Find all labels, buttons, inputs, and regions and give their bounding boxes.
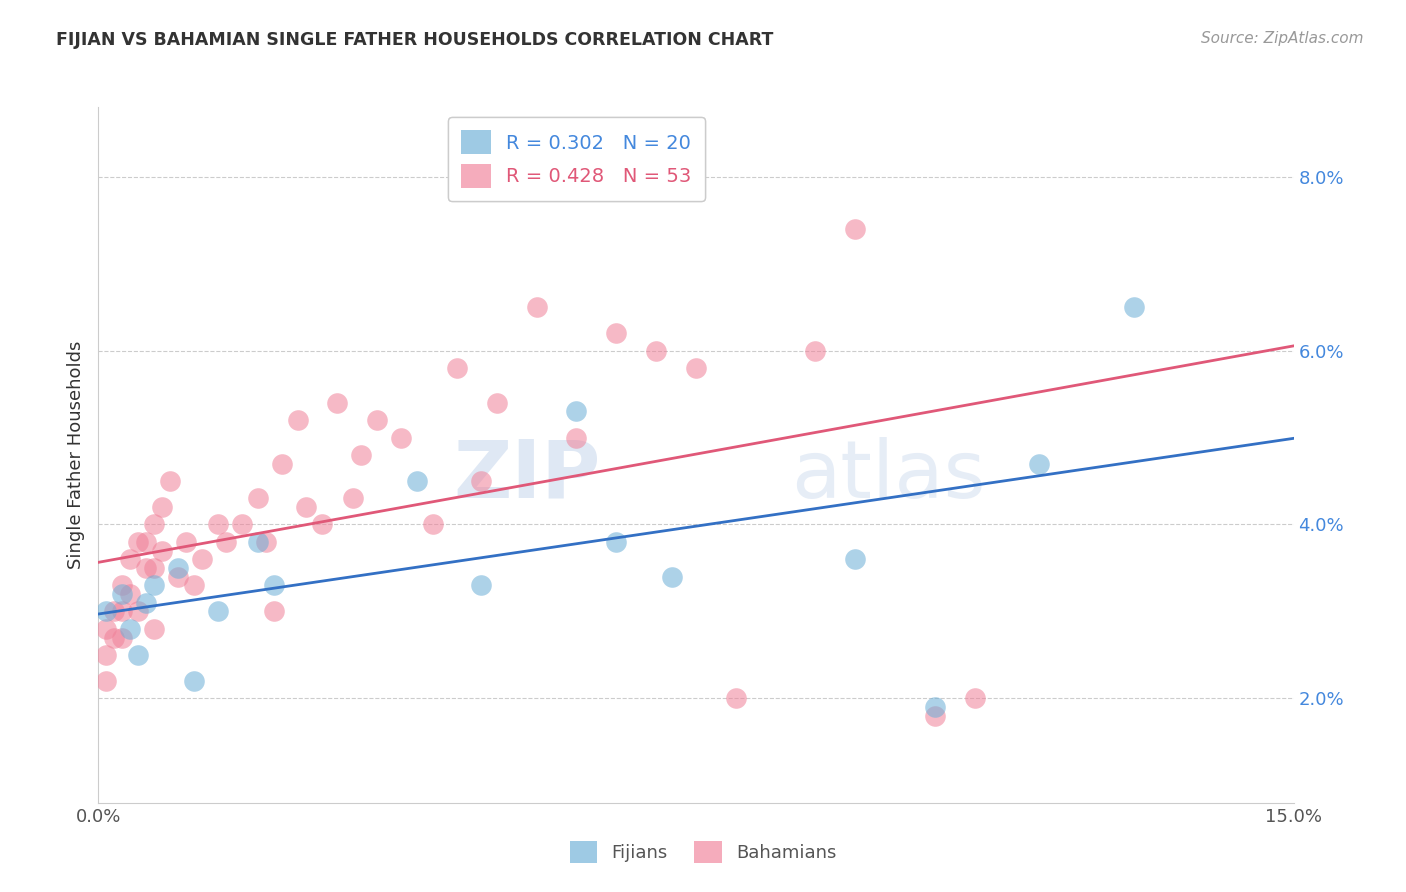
Point <box>1028 457 1050 471</box>
Point <box>167 561 190 575</box>
Text: FIJIAN VS BAHAMIAN SINGLE FATHER HOUSEHOLDS CORRELATION CHART: FIJIAN VS BAHAMIAN SINGLE FATHER HOUSEHO… <box>56 31 773 49</box>
Point <box>685 360 707 375</box>
Point <box>167 569 190 583</box>
Point <box>924 708 946 723</box>
Point <box>183 674 205 689</box>
Point <box>191 552 214 566</box>
Point <box>96 674 118 689</box>
Point <box>470 474 492 488</box>
Point <box>844 221 866 235</box>
Point <box>96 605 118 619</box>
Point <box>143 561 166 575</box>
Point <box>350 448 373 462</box>
Point <box>406 474 429 488</box>
Point <box>183 578 205 592</box>
Point <box>526 300 548 314</box>
Point <box>287 413 309 427</box>
Point <box>246 534 269 549</box>
Point <box>96 648 118 662</box>
Point <box>605 326 627 340</box>
Point <box>135 596 157 610</box>
Text: atlas: atlas <box>792 437 986 515</box>
Legend: R = 0.302   N = 20, R = 0.428   N = 53: R = 0.302 N = 20, R = 0.428 N = 53 <box>449 117 704 202</box>
Point <box>135 561 157 575</box>
Point <box>207 517 229 532</box>
Point <box>120 587 142 601</box>
Point <box>963 691 986 706</box>
Point <box>924 700 946 714</box>
Point <box>174 534 197 549</box>
Point <box>389 430 412 444</box>
Text: Source: ZipAtlas.com: Source: ZipAtlas.com <box>1201 31 1364 46</box>
Point <box>120 552 142 566</box>
Point <box>605 534 627 549</box>
Point <box>111 587 134 601</box>
Point <box>111 631 134 645</box>
Point <box>470 578 492 592</box>
Legend: Fijians, Bahamians: Fijians, Bahamians <box>558 830 848 874</box>
Point <box>143 578 166 592</box>
Point <box>135 534 157 549</box>
Point <box>111 578 134 592</box>
Point <box>294 500 316 514</box>
Point <box>150 543 173 558</box>
Point <box>127 534 149 549</box>
Point <box>485 395 508 409</box>
Point <box>254 534 277 549</box>
Point <box>246 491 269 506</box>
Point <box>311 517 333 532</box>
Point <box>127 605 149 619</box>
Point <box>159 474 181 488</box>
Point <box>127 648 149 662</box>
Point <box>143 622 166 636</box>
Point <box>804 343 827 358</box>
Point <box>103 631 125 645</box>
Point <box>446 360 468 375</box>
Point <box>724 691 747 706</box>
Point <box>366 413 388 427</box>
Point <box>661 569 683 583</box>
Point <box>1123 300 1146 314</box>
Point <box>565 404 588 418</box>
Point <box>844 552 866 566</box>
Point <box>150 500 173 514</box>
Point <box>645 343 668 358</box>
Point <box>111 605 134 619</box>
Point <box>143 517 166 532</box>
Point <box>215 534 238 549</box>
Point <box>96 622 118 636</box>
Point <box>270 457 292 471</box>
Point <box>263 605 285 619</box>
Y-axis label: Single Father Households: Single Father Households <box>66 341 84 569</box>
Point <box>207 605 229 619</box>
Text: ZIP: ZIP <box>453 437 600 515</box>
Point <box>342 491 364 506</box>
Point <box>103 605 125 619</box>
Point <box>263 578 285 592</box>
Point <box>231 517 253 532</box>
Point <box>422 517 444 532</box>
Point <box>326 395 349 409</box>
Point <box>120 622 142 636</box>
Point <box>565 430 588 444</box>
